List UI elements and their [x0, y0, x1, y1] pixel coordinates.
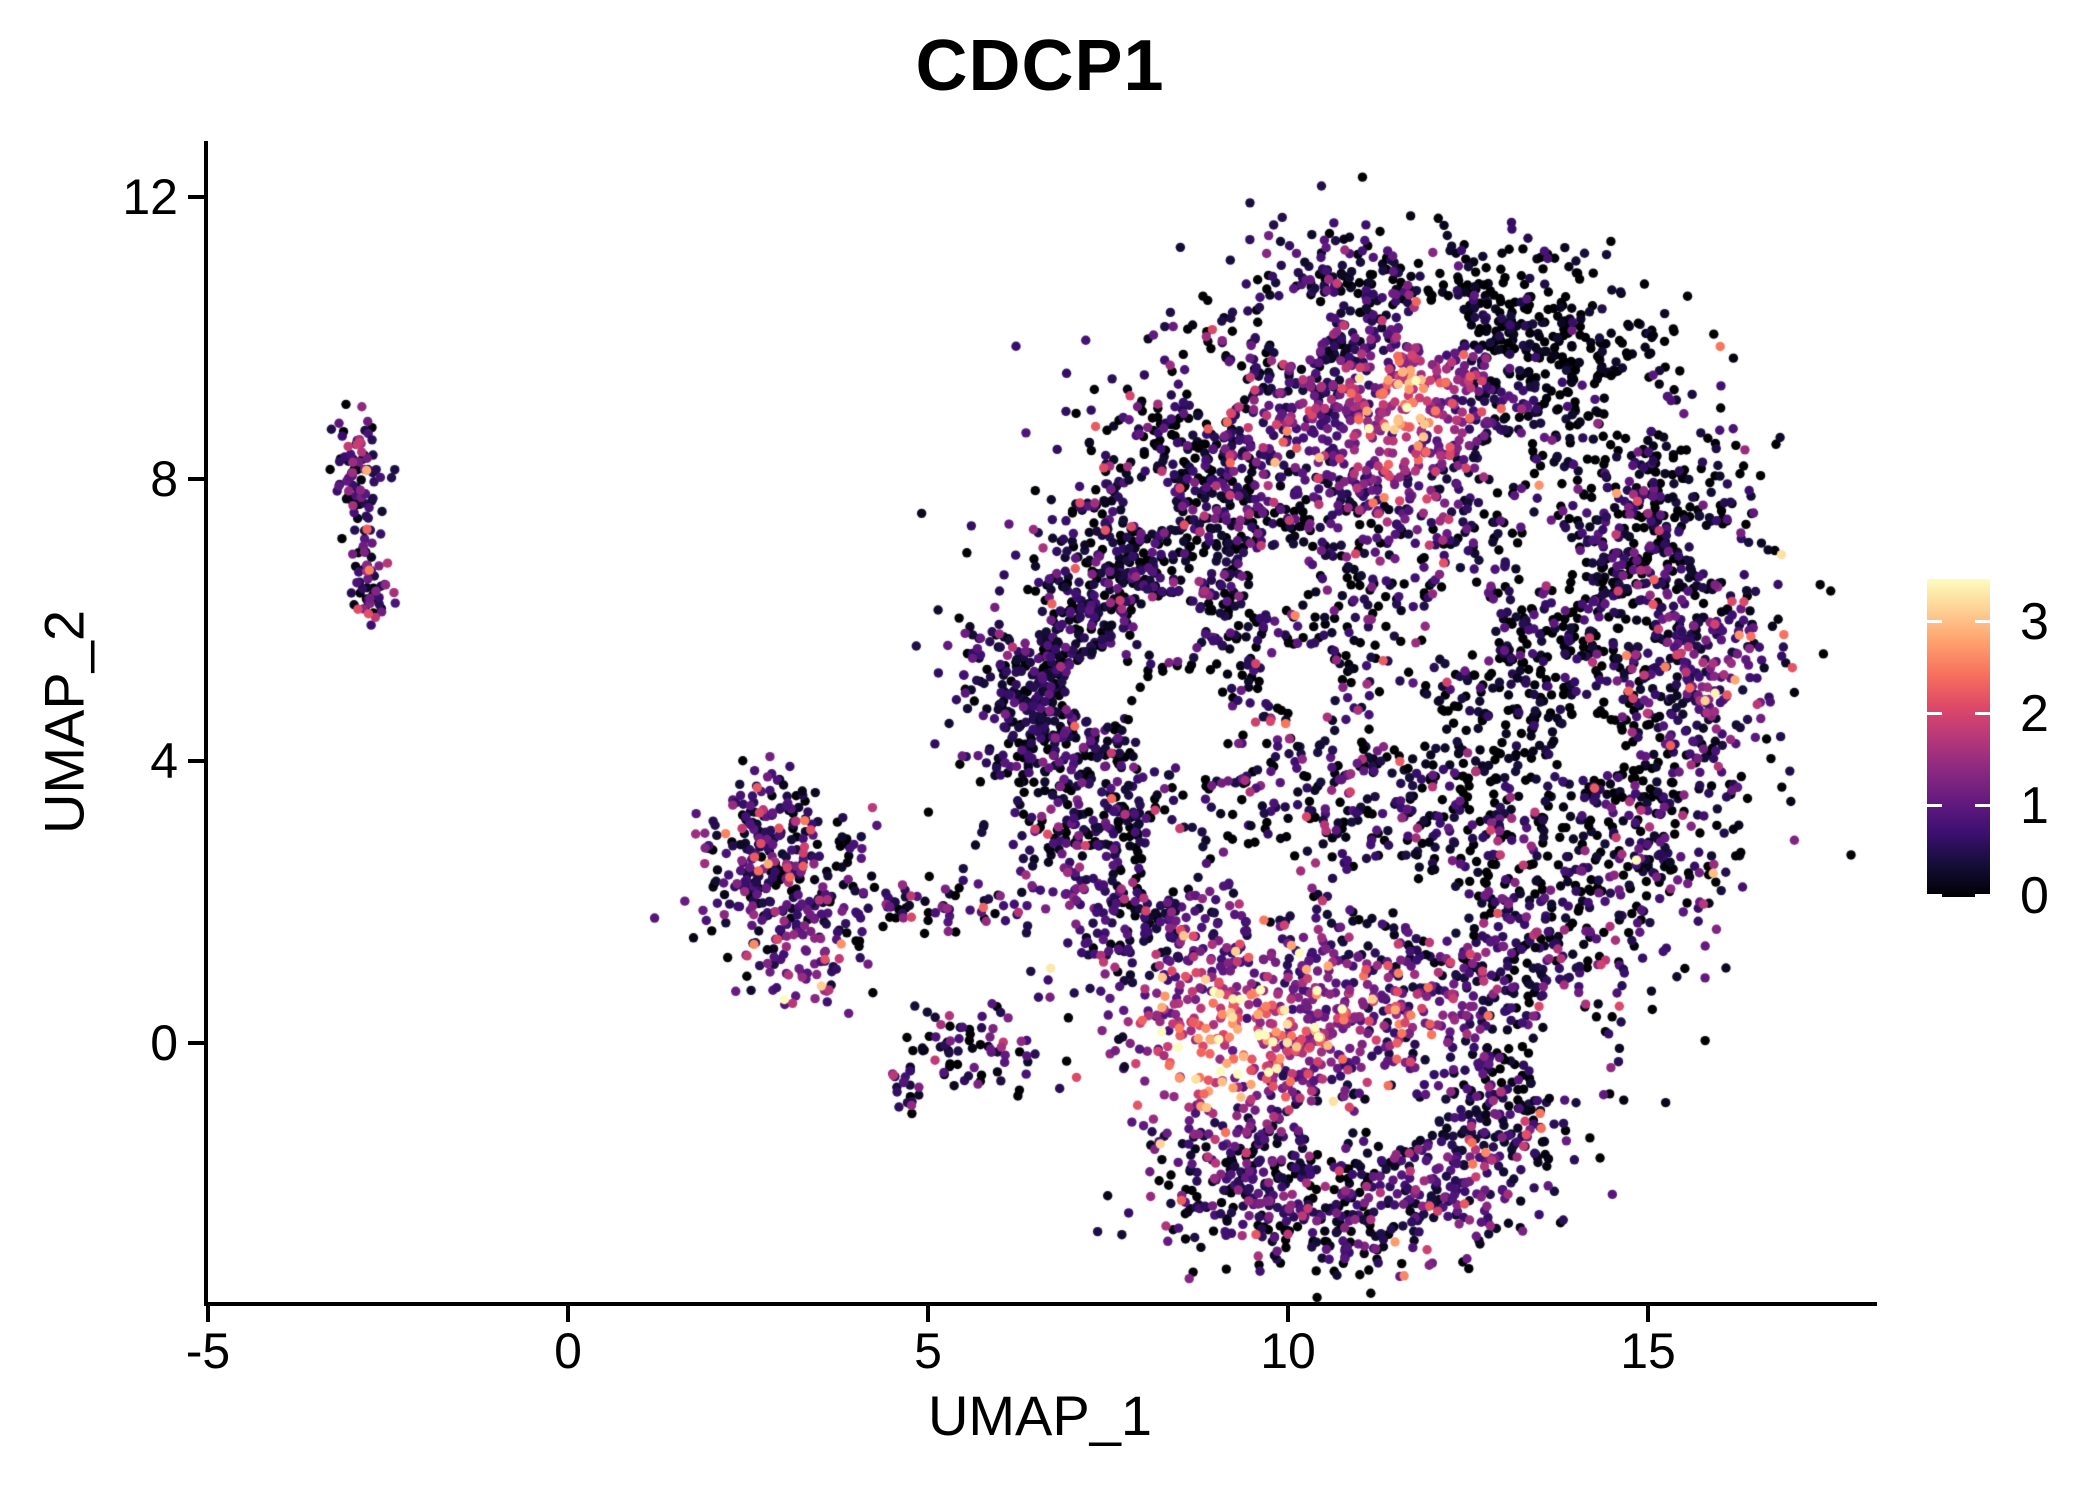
colorbar-tick-label: 3 — [2020, 592, 2049, 651]
colorbar-tick-mark — [1975, 711, 1990, 715]
x-tick-label: 10 — [1260, 1323, 1316, 1379]
y-tick-label: 12 — [122, 169, 178, 225]
x-tick-mark — [1646, 1306, 1650, 1322]
colorbar-tick-mark — [1975, 894, 1990, 897]
colorbar-tick-mark — [1927, 803, 1942, 807]
colorbar-gradient — [1927, 579, 1990, 897]
y-axis-title: UMAP_2 — [32, 609, 96, 835]
colorbar-tick-mark — [1927, 894, 1942, 897]
colorbar-tick-label: 0 — [2020, 867, 2049, 925]
plot-title: CDCP1 — [915, 26, 1165, 106]
colorbar-tick-label: 2 — [2020, 684, 2049, 743]
y-tick-mark — [188, 477, 204, 481]
y-tick-mark — [188, 759, 204, 763]
x-tick-label: 15 — [1620, 1323, 1676, 1379]
colorbar-tick-mark — [1975, 619, 1990, 623]
x-tick-mark — [926, 1306, 930, 1322]
x-tick-label: 0 — [554, 1323, 582, 1379]
colorbar-tick-mark — [1927, 711, 1942, 715]
y-tick-mark — [188, 1041, 204, 1045]
y-tick-label: 0 — [150, 1015, 178, 1071]
colorbar-tick-label: 1 — [2020, 776, 2049, 835]
colorbar-tick-mark — [1975, 803, 1990, 807]
y-axis-line — [204, 141, 208, 1306]
y-tick-label: 4 — [150, 733, 178, 789]
x-tick-mark — [566, 1306, 570, 1322]
colorbar-tick-mark — [1927, 619, 1942, 623]
x-axis-title: UMAP_1 — [927, 1384, 1153, 1447]
x-tick-mark — [206, 1306, 210, 1322]
color-legend: 0 1 2 3 — [1927, 579, 2097, 924]
x-tick-label: -5 — [185, 1323, 231, 1379]
x-tick-mark — [1286, 1306, 1290, 1322]
y-tick-label: 8 — [150, 451, 178, 507]
y-tick-mark — [188, 195, 204, 199]
x-tick-label: 5 — [914, 1323, 942, 1379]
x-axis-line — [204, 1302, 1877, 1306]
